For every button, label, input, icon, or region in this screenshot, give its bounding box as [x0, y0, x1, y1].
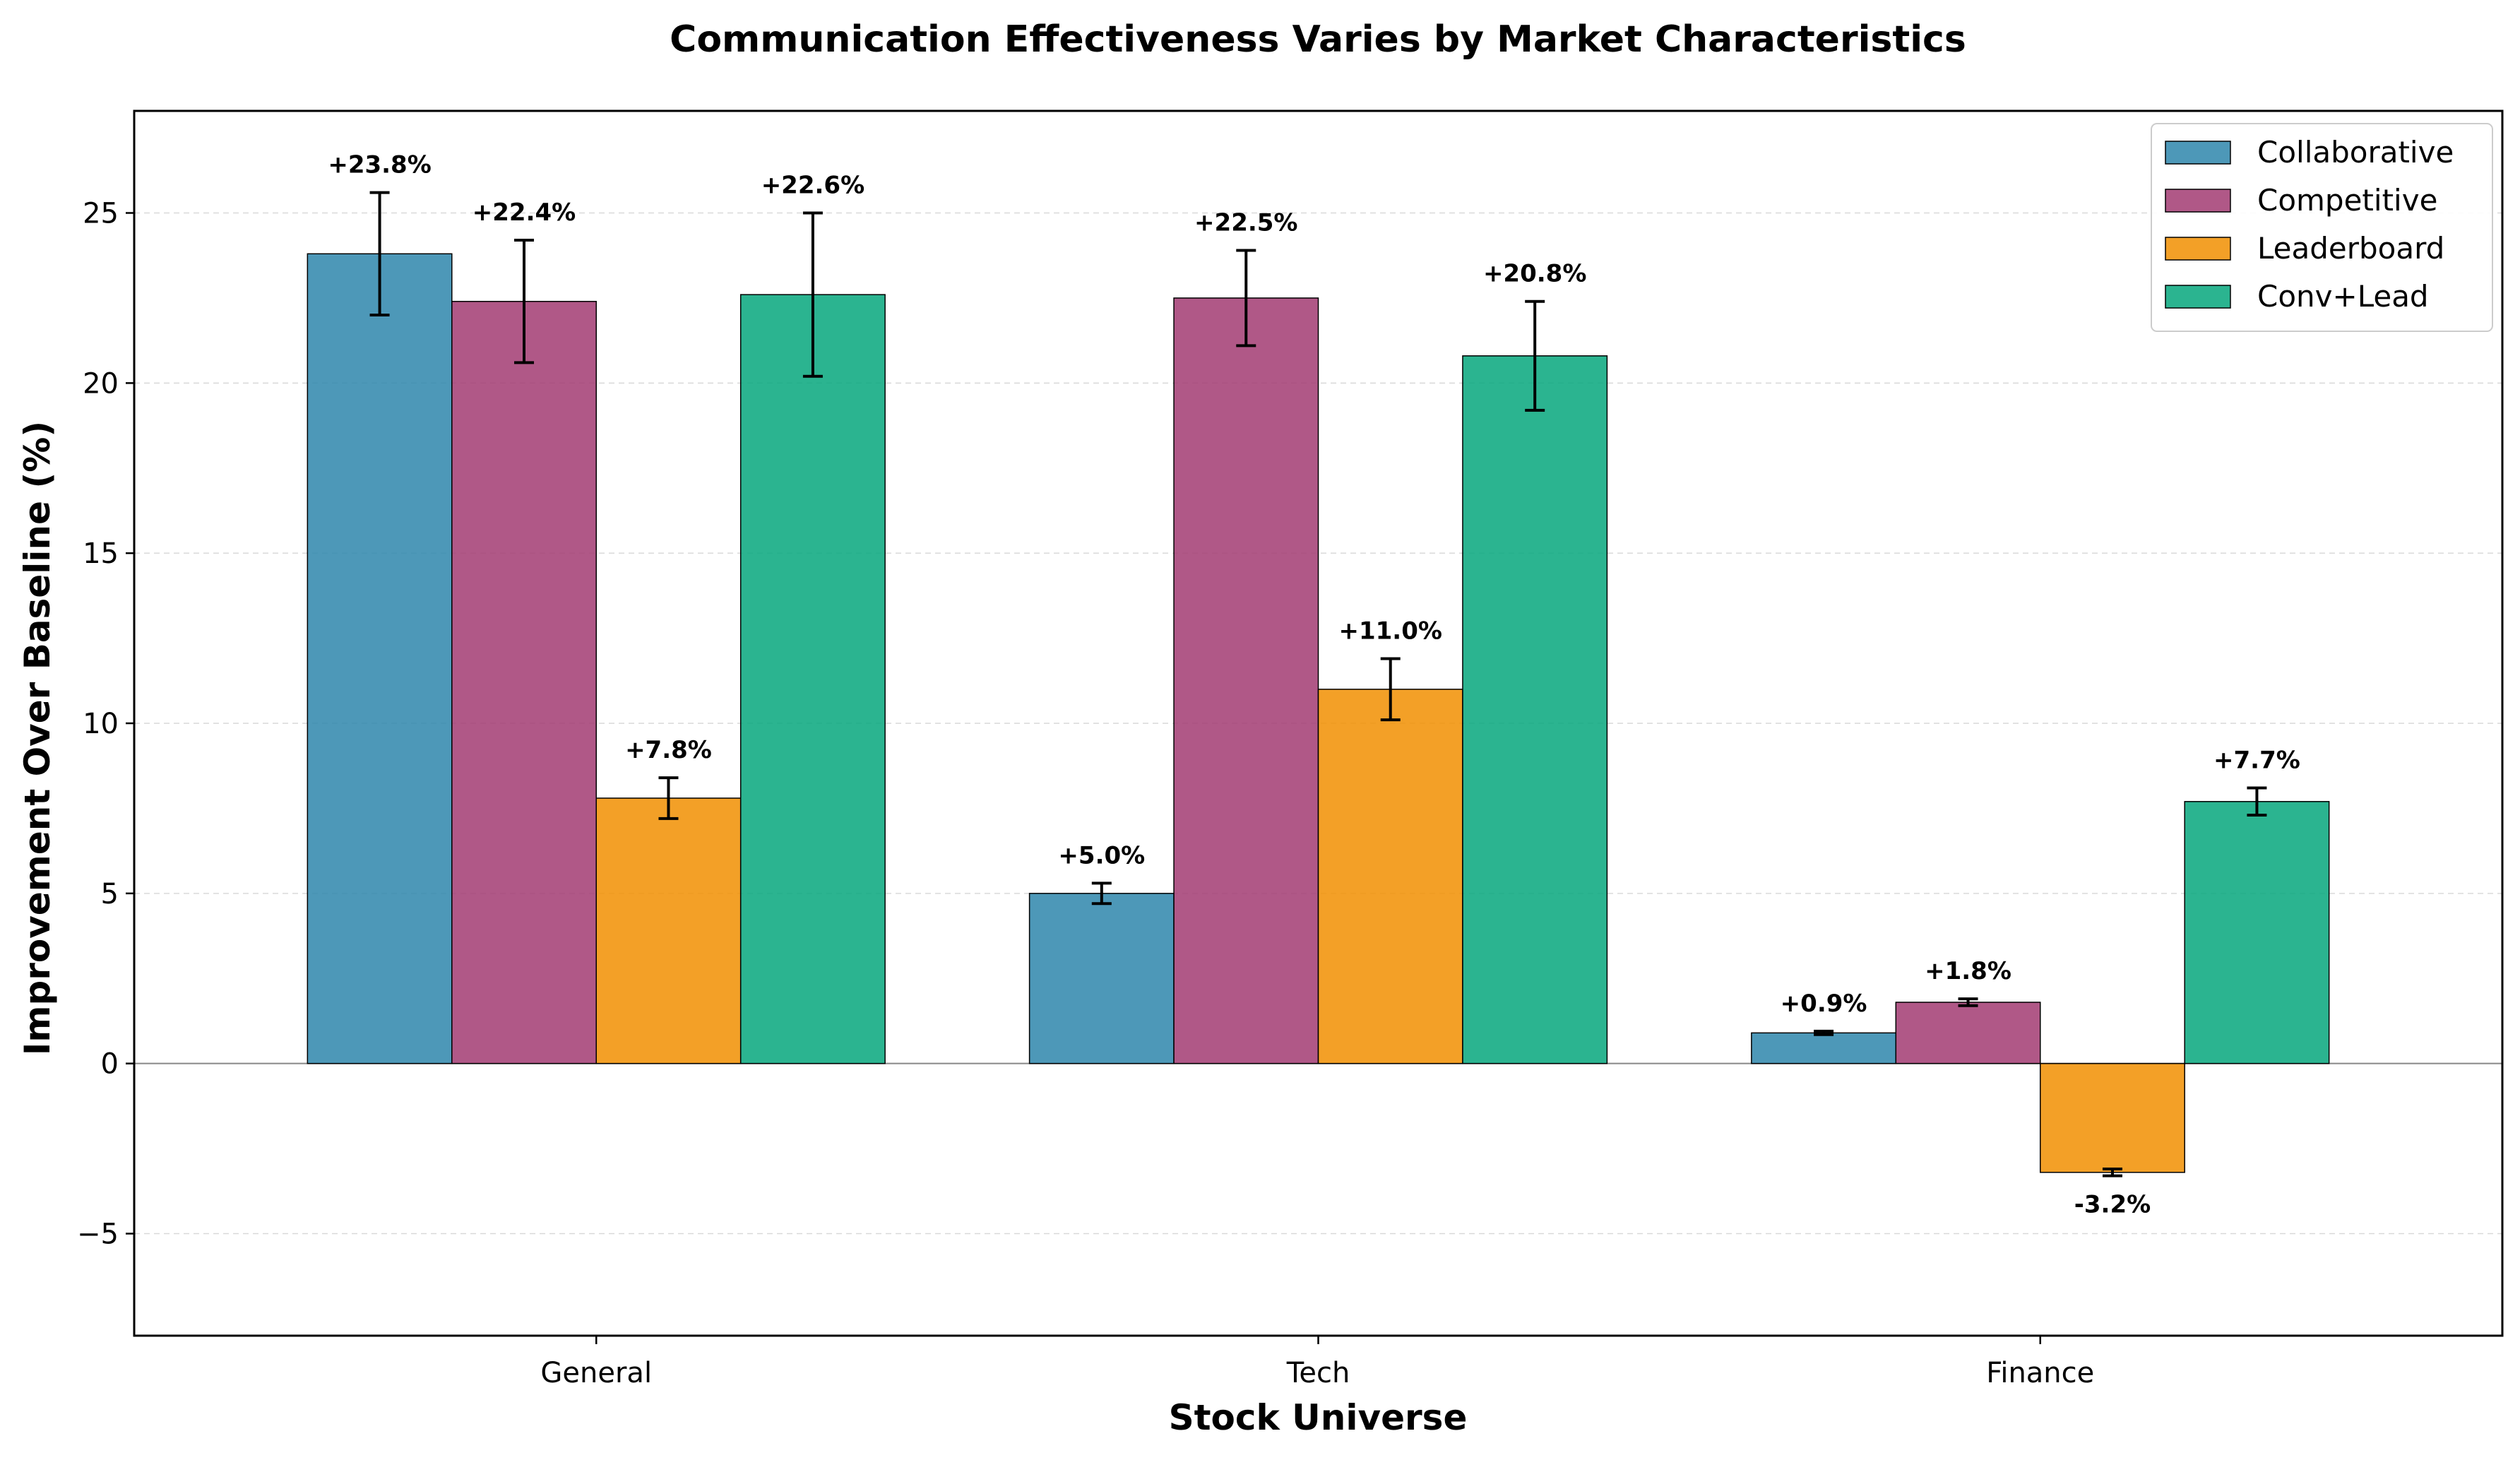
bar-leaderboard-finance	[2040, 1062, 2185, 1173]
data-label: +22.5%	[1194, 208, 1297, 237]
error-bar-conv-lead-tech	[1525, 299, 1545, 412]
bars	[307, 191, 2330, 1177]
data-label: +23.8%	[328, 151, 431, 179]
bar-conv-lead-finance	[2184, 801, 2330, 1064]
legend-swatch	[2165, 237, 2231, 261]
y-tick-label: −5	[77, 1218, 119, 1251]
legend-swatch	[2165, 141, 2231, 165]
legend-swatch	[2165, 189, 2231, 213]
bar-collaborative-finance	[1751, 1032, 1897, 1064]
y-tick-label: 15	[83, 538, 119, 570]
x-axis-label: Stock Universe	[1169, 1397, 1468, 1438]
error-bar-competitive-tech	[1236, 249, 1256, 348]
data-label: +20.8%	[1483, 260, 1586, 288]
data-label: +22.6%	[761, 172, 864, 200]
x-tick-label: General	[540, 1357, 652, 1389]
y-tick-label: 10	[83, 708, 119, 740]
error-bar-collaborative-general	[369, 191, 390, 316]
legend-swatch	[2165, 285, 2231, 309]
y-axis-label: Improvement Over Baseline (%)	[17, 421, 58, 1056]
error-bar-leaderboard-tech	[1380, 657, 1401, 722]
bar-leaderboard-tech	[1317, 689, 1463, 1064]
legend-label: Collaborative	[2257, 135, 2454, 170]
error-bar-competitive-general	[514, 239, 535, 364]
bar-collaborative-tech	[1028, 893, 1175, 1064]
legend: Collaborative Competitive Leaderboard Conv+…	[2151, 123, 2493, 332]
data-labels: +23.8% +5.0% +0.9% +22.4% +22.5% +1.8% +7.8% +1…	[328, 151, 2300, 1219]
axes: −5 0 5 10 15 20 25 General Tech Finance	[77, 109, 2504, 1389]
data-label: -3.2%	[2074, 1191, 2151, 1219]
legend-item: Collaborative	[2165, 135, 2454, 170]
legend-box	[2151, 123, 2493, 332]
y-tick-label: 25	[83, 198, 119, 230]
x-tick-label: Finance	[1986, 1357, 2094, 1389]
y-tick-label: 5	[101, 878, 119, 910]
error-bar-leaderboard-general	[658, 776, 679, 820]
data-label: +11.0%	[1338, 617, 1442, 645]
legend-item: Conv+Lead	[2165, 279, 2429, 314]
data-label: +7.8%	[625, 736, 712, 764]
error-bar-conv-lead-finance	[2247, 786, 2267, 817]
bar-competitive-general	[451, 300, 597, 1064]
data-label: +0.9%	[1781, 990, 1867, 1018]
error-bar-leaderboard-finance	[2102, 1167, 2122, 1177]
bar-competitive-tech	[1173, 297, 1319, 1064]
data-label: +22.4%	[472, 198, 576, 227]
bar-leaderboard-general	[595, 797, 742, 1064]
bar-collaborative-general	[307, 253, 453, 1064]
legend-label: Leaderboard	[2257, 231, 2444, 266]
y-tick-label: 20	[83, 367, 119, 400]
x-tick-label: Tech	[1286, 1357, 1350, 1389]
y-tick-label: 0	[101, 1048, 119, 1081]
data-label: +7.7%	[2213, 747, 2300, 775]
error-bar-conv-lead-general	[802, 211, 823, 378]
data-label: +1.8%	[1925, 957, 2011, 985]
bar-competitive-finance	[1895, 1002, 2041, 1064]
legend-label: Competitive	[2257, 183, 2437, 218]
bar-conv-lead-tech	[1462, 355, 1608, 1064]
legend-item: Leaderboard	[2165, 231, 2444, 266]
legend-label: Conv+Lead	[2257, 279, 2429, 314]
error-bar-competitive-finance	[1958, 997, 1978, 1007]
error-bar-collaborative-finance	[1814, 1029, 1834, 1036]
error-bar-collaborative-tech	[1091, 882, 1112, 906]
chart-title: Communication Effectiveness Varies by Ma…	[670, 18, 1966, 61]
data-label: +5.0%	[1058, 841, 1145, 870]
legend-item: Competitive	[2165, 183, 2437, 218]
bar-conv-lead-general	[739, 294, 886, 1064]
